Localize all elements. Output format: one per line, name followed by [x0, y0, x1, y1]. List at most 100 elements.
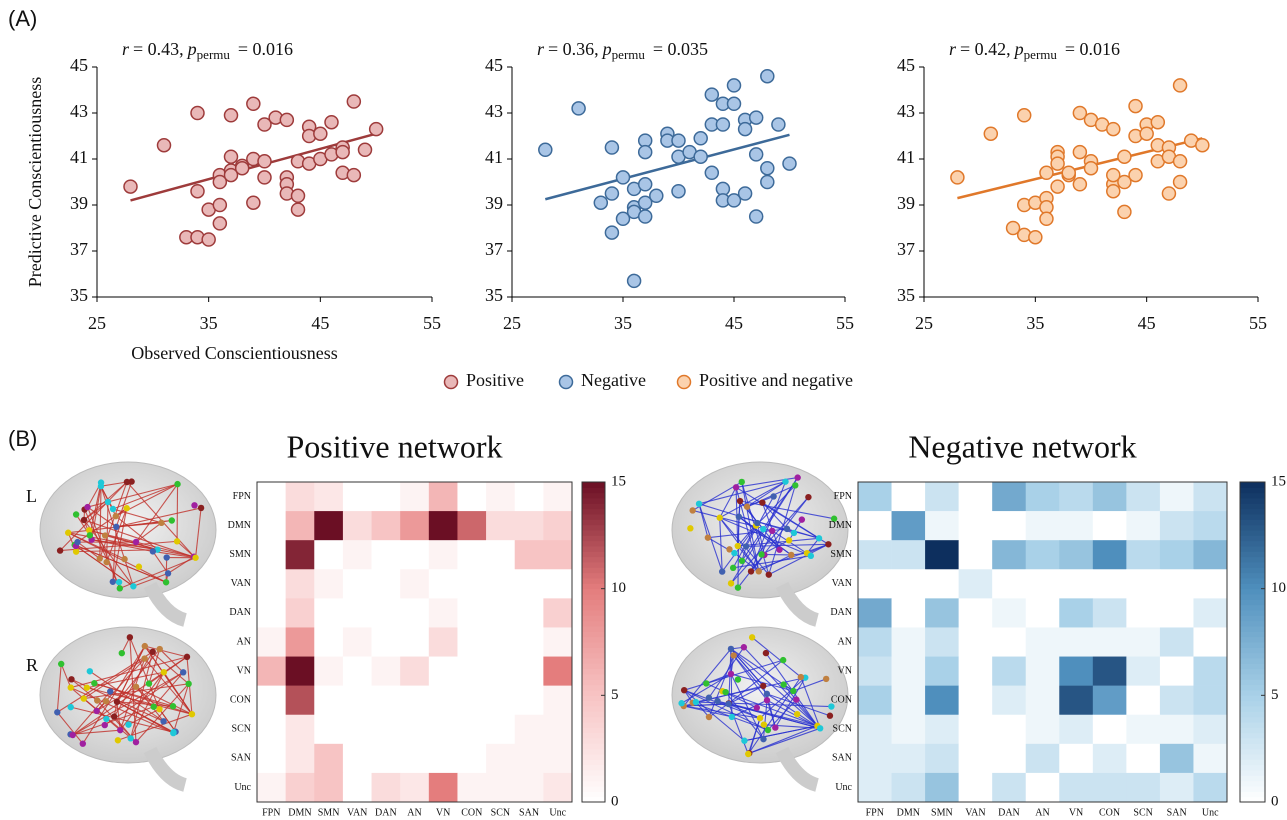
brain-node [763, 650, 769, 656]
brain-node [761, 721, 767, 727]
cell [925, 511, 959, 540]
brain-node [760, 683, 766, 689]
y-tick-label: Unc [835, 782, 852, 793]
annotation-part: permu [1024, 47, 1058, 62]
point [639, 178, 652, 191]
brain-node [117, 727, 123, 733]
cell [400, 657, 429, 686]
cell [1160, 657, 1194, 686]
cell [457, 598, 486, 627]
y-tick-label: AN [237, 636, 251, 647]
cell [959, 686, 993, 715]
x-tick-label: 45 [311, 313, 329, 333]
cell [892, 540, 926, 569]
brain-node [117, 585, 123, 591]
colorbar-step [1240, 621, 1265, 627]
brain-node [749, 634, 755, 640]
colorbar-step [582, 567, 605, 573]
cell [925, 482, 959, 511]
point [1129, 169, 1142, 182]
colorbar-step [1240, 674, 1265, 680]
cell [1126, 569, 1160, 598]
cell [457, 540, 486, 569]
point [292, 189, 305, 202]
brain-node [696, 501, 702, 507]
brain-node [57, 547, 63, 553]
cell [286, 744, 315, 773]
point [359, 143, 372, 156]
point [314, 127, 327, 140]
colorbar-step [1240, 546, 1265, 552]
colorbar-step [1240, 637, 1265, 643]
cell [1093, 686, 1127, 715]
colorbar-step [582, 578, 605, 584]
colorbar-step [582, 546, 605, 552]
cell [1026, 627, 1060, 656]
cell [925, 744, 959, 773]
point [539, 143, 552, 156]
cell [314, 598, 343, 627]
colorbar-label: 15 [1271, 473, 1286, 489]
brain-node [792, 482, 798, 488]
colorbar-step [1240, 685, 1265, 691]
brain-node [105, 499, 111, 505]
cell [400, 598, 429, 627]
colorbar-step [1240, 743, 1265, 749]
point [1029, 231, 1042, 244]
cell [543, 657, 572, 686]
cell [1059, 657, 1093, 686]
point [124, 180, 137, 193]
brain-node [714, 698, 720, 704]
point [716, 118, 729, 131]
cell [1059, 569, 1093, 598]
brain-node [68, 684, 74, 690]
brain-node [817, 725, 823, 731]
brain-node [80, 740, 86, 746]
brain-node [192, 555, 198, 561]
brain-node [191, 502, 197, 508]
colorbar-step [582, 599, 605, 605]
cell [1193, 540, 1227, 569]
cell [892, 569, 926, 598]
cell [1126, 540, 1160, 569]
brain-node [769, 528, 775, 534]
colorbar-step [582, 509, 605, 515]
brain-node [717, 515, 723, 521]
point [1118, 205, 1131, 218]
colorbar-step [582, 775, 605, 781]
brain-node [739, 558, 745, 564]
cell [429, 569, 458, 598]
cell [1193, 511, 1227, 540]
point [1073, 178, 1086, 191]
cell [858, 598, 892, 627]
y-tick-label: SCN [232, 724, 251, 735]
brain-node [816, 535, 822, 541]
brain-node [719, 568, 725, 574]
brain-node [65, 530, 71, 536]
colorbar-step [582, 551, 605, 557]
brain-node [73, 548, 79, 554]
cell [400, 744, 429, 773]
brain-node [780, 681, 786, 687]
brain-node [780, 657, 786, 663]
cell [1126, 686, 1160, 715]
brain-node [786, 537, 792, 543]
x-tick-label: CON [461, 807, 482, 818]
cell [372, 540, 401, 569]
brain-node [97, 555, 103, 561]
brain-node [794, 711, 800, 717]
cell [1026, 540, 1060, 569]
cell [372, 569, 401, 598]
cell [892, 657, 926, 686]
cell [992, 715, 1026, 744]
point [247, 196, 260, 209]
cell [343, 482, 372, 511]
colorbar-step [582, 615, 605, 621]
brain-node [180, 669, 186, 675]
annotation: r= 0.36,ppermu= 0.035 [537, 39, 708, 62]
y-tick-label: SCN [833, 724, 852, 735]
brain-node [782, 478, 788, 484]
brain-node [184, 654, 190, 660]
colorbar-step [582, 738, 605, 744]
cell [992, 773, 1026, 802]
